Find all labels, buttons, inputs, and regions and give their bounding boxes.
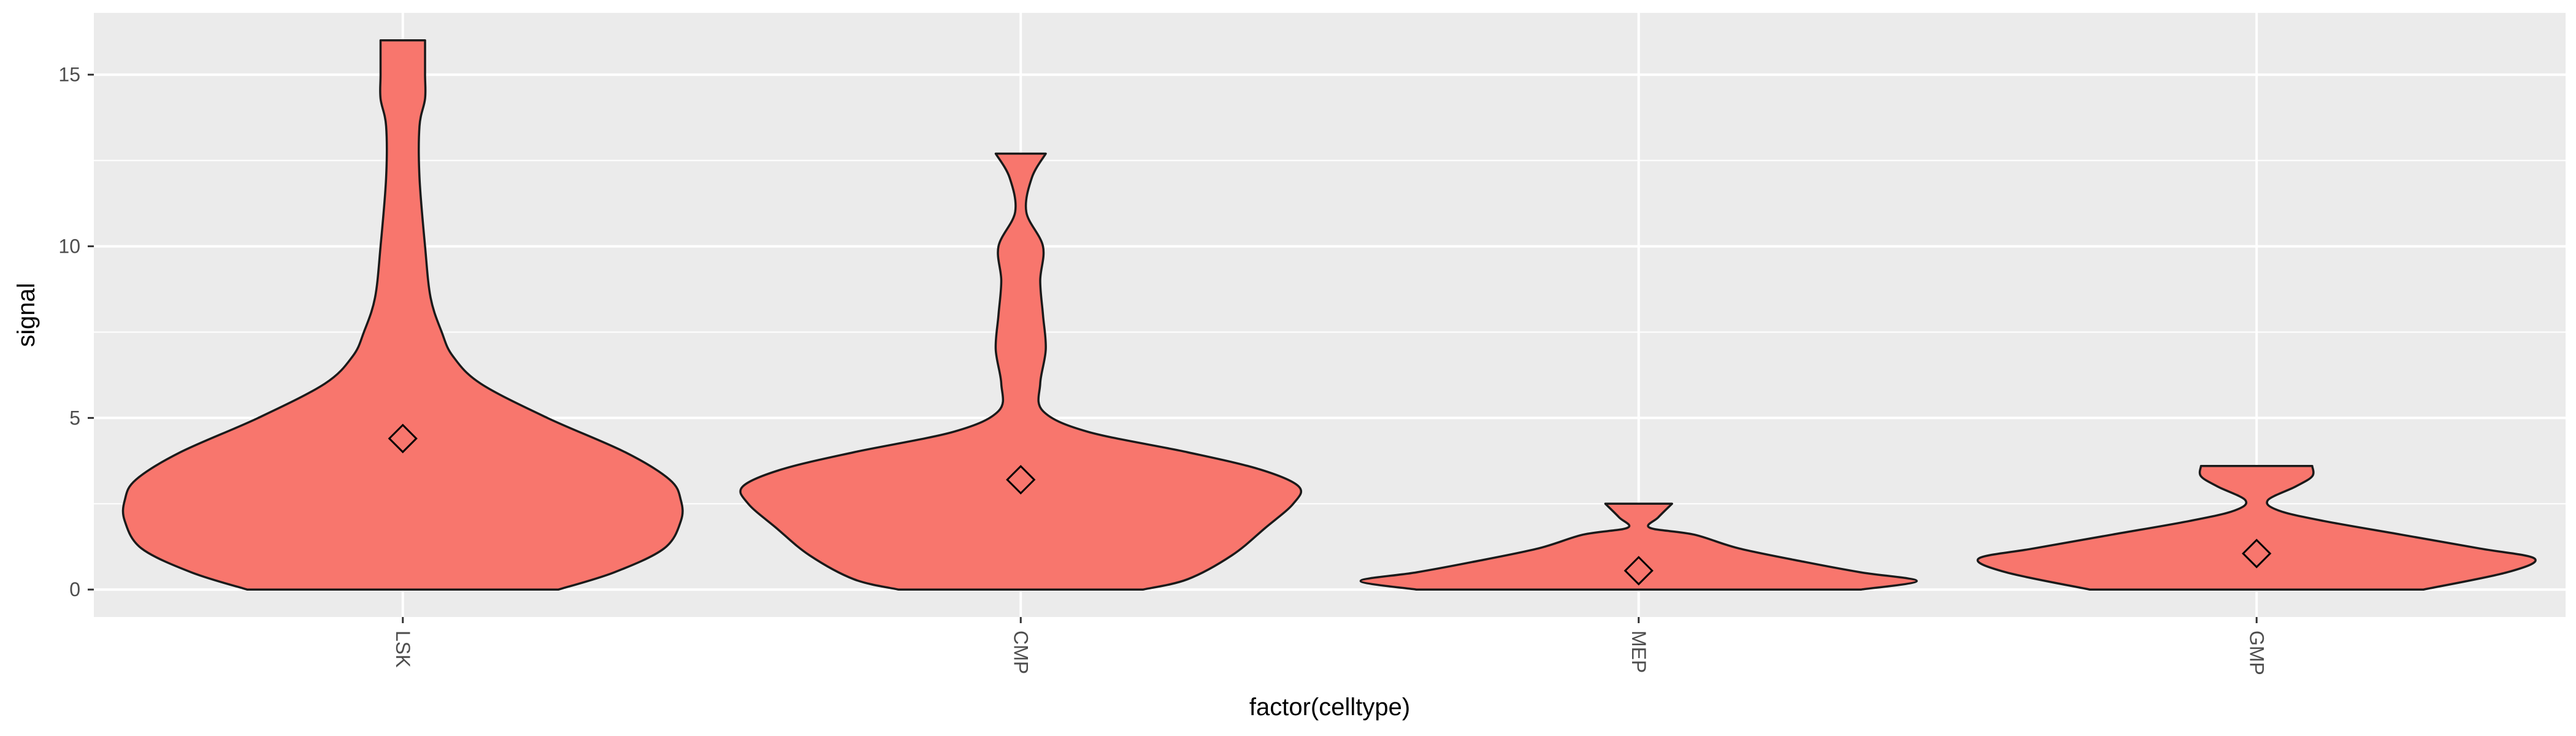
y-axis-title: signal [13, 283, 40, 347]
violin-gmp [1976, 465, 2537, 591]
violin-mep [1359, 502, 1918, 591]
x-tick-label: LSK [392, 631, 414, 667]
violin-lsk [121, 39, 684, 591]
mean-markers [388, 423, 2272, 586]
y-tick-label: 15 [58, 64, 80, 86]
mean-marker-lsk [388, 423, 418, 454]
violins [121, 39, 2537, 591]
x-tick-label: CMP [1010, 631, 1032, 674]
mean-marker-gmp [2242, 539, 2272, 569]
y-tick-label: 10 [58, 236, 80, 258]
y-tick-label: 5 [69, 407, 80, 429]
mean-marker-mep [1623, 556, 1654, 586]
x-tick-label: MEP [1628, 631, 1650, 673]
x-axis: LSK CMP MEP GMP [392, 617, 2267, 675]
x-axis-title: factor(celltype) [1249, 694, 1410, 721]
violin-cmp [739, 152, 1303, 591]
y-tick-label: 0 [69, 578, 80, 600]
mean-marker-cmp [1006, 465, 1036, 495]
x-tick-label: GMP [2245, 631, 2267, 675]
y-axis: 0 5 10 15 [58, 64, 94, 600]
